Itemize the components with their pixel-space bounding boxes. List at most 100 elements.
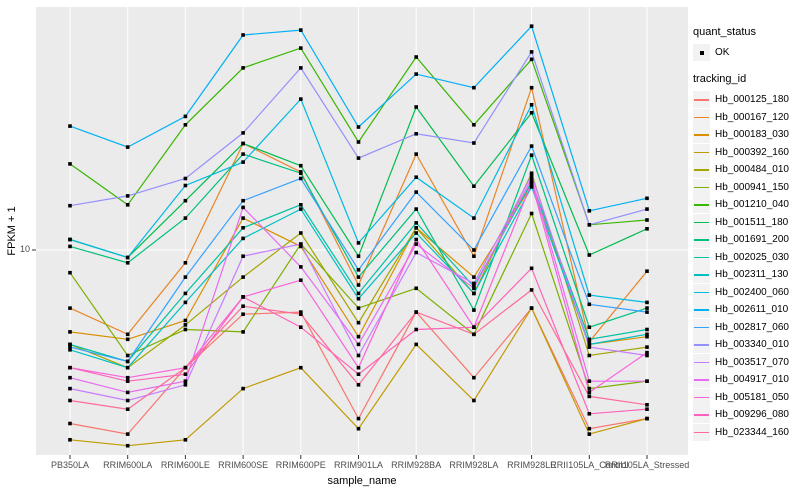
data-point — [356, 306, 361, 310]
data-point — [241, 198, 245, 203]
data-point — [356, 125, 361, 129]
legend-item-label: Hb_000125_180 — [715, 94, 789, 105]
data-point — [645, 207, 649, 211]
legend-item-label: Hb_000392_160 — [715, 146, 789, 158]
legend-line-icon — [694, 239, 709, 241]
legend-item-ok: OK — [693, 44, 799, 61]
data-point — [125, 443, 130, 448]
data-point — [125, 365, 130, 370]
legend-items: Hb_000125_180 Hb_000167_120 Hb_000183_030 H… — [693, 91, 799, 441]
legend-item-Hb_000125_180: Hb_000125_180 — [693, 91, 799, 108]
data-point — [645, 345, 649, 349]
legend-item-label: Hb_009296_080 — [715, 409, 789, 420]
data-point — [529, 85, 534, 90]
legend-key-swatch — [693, 108, 710, 126]
data-point — [529, 171, 534, 175]
legend-item-label: Hb_002025_030 — [715, 251, 789, 263]
data-point — [241, 33, 245, 37]
data-point — [529, 266, 534, 271]
data-point — [356, 342, 361, 347]
x-tick-label-RRIM600LE: RRIM600LE — [160, 460, 210, 470]
data-point — [183, 372, 188, 376]
data-point — [125, 337, 130, 342]
x-tick-label-PB350LA: PB350LA — [50, 460, 90, 470]
data-point — [414, 72, 418, 76]
legend-item-label: Hb_002611_010 — [715, 304, 789, 315]
data-point — [645, 403, 649, 407]
data-point — [587, 340, 592, 344]
legend-key-swatch — [693, 353, 710, 371]
data-point — [414, 226, 418, 230]
data-point — [299, 203, 303, 207]
legend-item-label: Hb_003517_070 — [715, 356, 789, 368]
data-point — [125, 255, 130, 260]
x-tick-label-RRIM600SE: RRIM600SE — [218, 460, 269, 470]
data-point — [529, 103, 534, 107]
legend-item-Hb_002025_030: Hb_002025_030 — [693, 248, 799, 266]
legend-key-swatch — [693, 283, 710, 301]
legend-line-icon — [694, 379, 709, 381]
data-point — [183, 123, 188, 127]
data-point — [68, 270, 72, 275]
legend-key-swatch — [693, 231, 710, 248]
data-point — [472, 375, 476, 380]
data-point — [299, 163, 303, 168]
legend-key-swatch — [693, 161, 710, 178]
data-point — [472, 308, 476, 312]
legend-item-label: Hb_000484_010 — [715, 164, 789, 175]
data-point — [414, 286, 418, 291]
data-point — [414, 105, 418, 109]
legend-item-Hb_002817_060: Hb_002817_060 — [693, 318, 799, 336]
data-point — [68, 386, 72, 391]
data-point — [645, 196, 649, 201]
legend-key-swatch — [693, 213, 710, 231]
legend-key-swatch — [693, 266, 710, 283]
legend-key-swatch — [693, 388, 710, 406]
data-point — [68, 244, 72, 249]
data-point — [414, 242, 418, 246]
legend-line-icon — [694, 221, 709, 224]
data-point — [299, 97, 303, 101]
legend-key-swatch — [693, 371, 710, 388]
y-axis-title: FPKM + 1 — [6, 206, 18, 256]
legend-item-Hb_002400_060: Hb_002400_060 — [693, 283, 799, 301]
data-point — [241, 312, 245, 316]
legend-line-icon — [694, 204, 709, 206]
data-point — [183, 261, 188, 265]
data-point — [68, 306, 72, 310]
legend-key-swatch — [693, 318, 710, 336]
data-point — [645, 227, 649, 231]
data-point — [68, 375, 72, 380]
legend-key-swatch — [693, 143, 710, 161]
data-point — [356, 156, 361, 160]
legend-line-icon — [694, 116, 709, 119]
legend-line-icon — [694, 169, 709, 171]
data-point — [299, 278, 303, 282]
data-point — [183, 383, 188, 387]
legend-item-label: Hb_023344_160 — [715, 426, 789, 438]
data-point — [356, 291, 361, 296]
data-point — [472, 275, 476, 279]
data-point — [299, 312, 303, 316]
data-point — [299, 207, 303, 211]
data-point — [183, 176, 188, 181]
data-point — [529, 288, 534, 292]
legend-key-swatch — [693, 336, 710, 353]
legend-key-swatch — [693, 423, 710, 441]
legend-item-Hb_000167_120: Hb_000167_120 — [693, 108, 799, 126]
legend-item-label: OK — [715, 47, 730, 58]
data-point — [645, 306, 649, 310]
data-point — [529, 176, 534, 181]
data-point — [414, 55, 418, 59]
data-point — [241, 205, 245, 210]
data-point — [241, 330, 245, 334]
ok-marker-key — [693, 44, 710, 61]
data-point — [356, 140, 361, 144]
data-point — [587, 394, 592, 399]
data-point — [241, 141, 245, 146]
legend-line-icon — [694, 431, 709, 434]
data-point — [529, 306, 534, 310]
data-point — [241, 131, 245, 135]
data-point — [125, 203, 130, 207]
legend-item-Hb_004917_010: Hb_004917_010 — [693, 371, 799, 388]
